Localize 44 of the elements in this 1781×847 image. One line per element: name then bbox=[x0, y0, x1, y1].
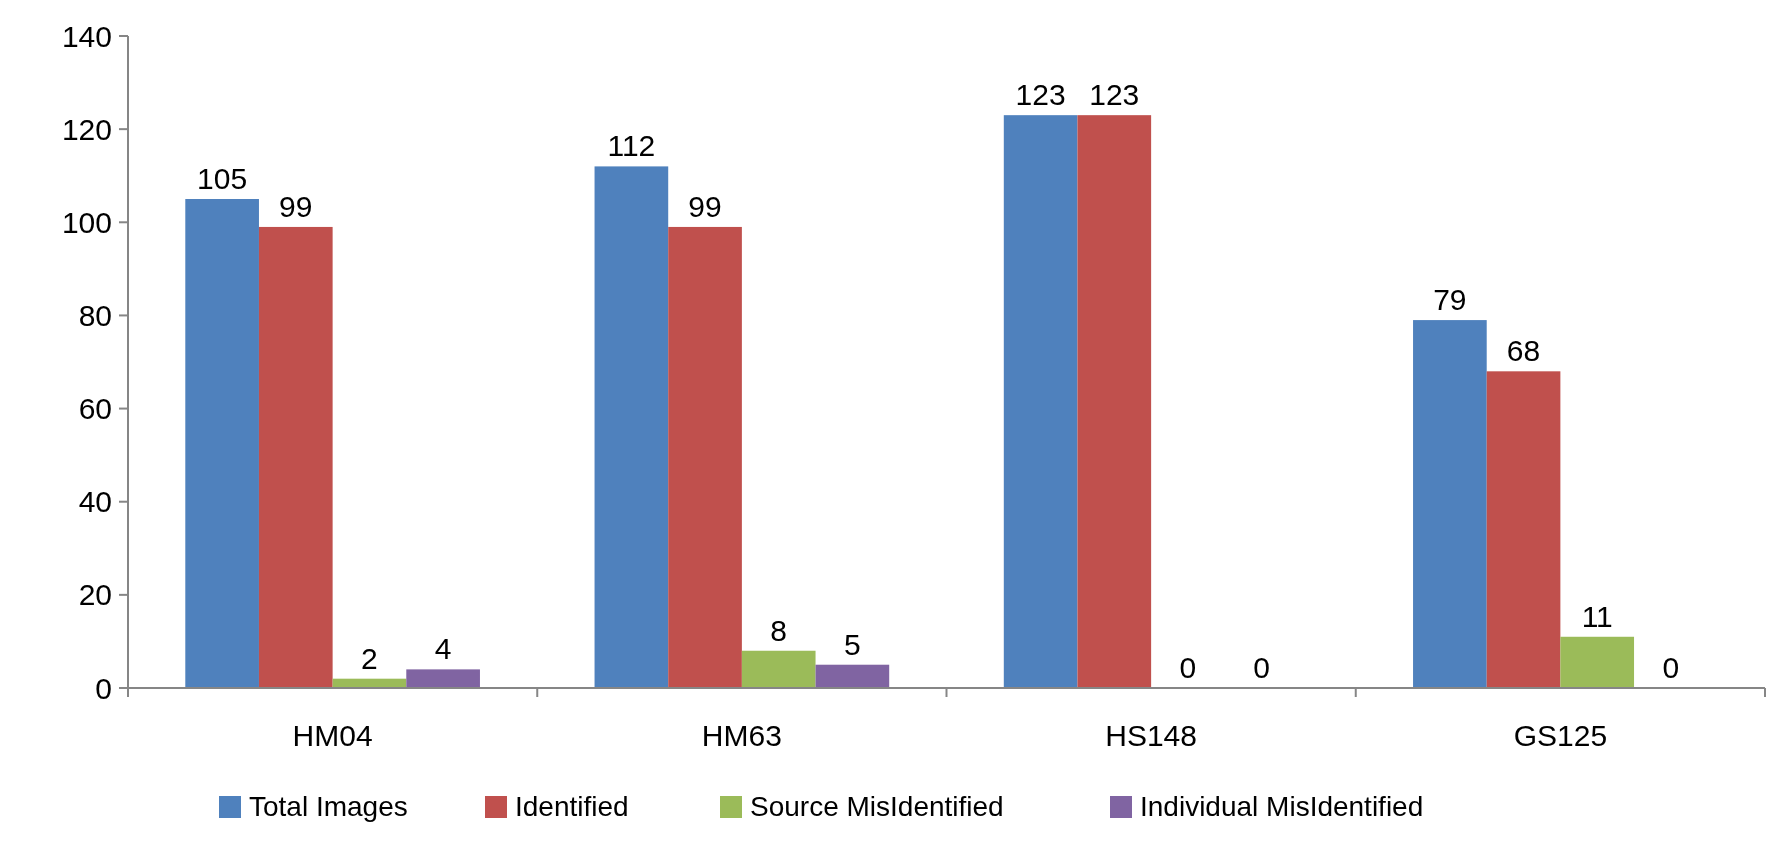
bar bbox=[1413, 320, 1487, 688]
data-label: 0 bbox=[1662, 651, 1680, 684]
y-tick-label: 60 bbox=[78, 392, 112, 426]
y-tick-label: 140 bbox=[61, 19, 112, 53]
data-label: 11 bbox=[1581, 599, 1613, 633]
bar bbox=[594, 166, 669, 688]
data-label: 4 bbox=[434, 632, 452, 666]
data-label: 79 bbox=[1433, 283, 1467, 317]
legend-label: Source MisIdentified bbox=[750, 791, 1004, 822]
bar bbox=[1003, 115, 1078, 688]
y-tick-label: 80 bbox=[78, 298, 112, 332]
x-tick-label: HM04 bbox=[292, 719, 373, 752]
y-tick-label: 20 bbox=[78, 578, 112, 612]
legend-label: Individual MisIdentified bbox=[1140, 791, 1424, 822]
data-label: 99 bbox=[688, 189, 722, 223]
bar bbox=[406, 669, 480, 688]
bar bbox=[741, 650, 816, 688]
bar bbox=[668, 226, 742, 688]
bar bbox=[185, 199, 259, 688]
data-label: 105 bbox=[197, 162, 248, 195]
y-tick-label: 100 bbox=[61, 205, 112, 239]
data-label: 99 bbox=[279, 189, 313, 223]
data-label: 0 bbox=[1179, 651, 1197, 684]
legend-label: Identified bbox=[515, 791, 629, 822]
bar bbox=[258, 226, 333, 688]
data-label: 2 bbox=[361, 641, 378, 675]
bar bbox=[1077, 115, 1152, 688]
bar bbox=[1486, 371, 1561, 688]
legend-label: Total Images bbox=[249, 791, 408, 822]
data-label: 68 bbox=[1506, 334, 1541, 368]
data-label: 0 bbox=[1253, 651, 1270, 684]
x-tick-label: GS125 bbox=[1513, 719, 1608, 752]
x-tick-label: HM63 bbox=[701, 719, 782, 752]
y-tick-label: 120 bbox=[61, 112, 112, 146]
data-label: 112 bbox=[607, 129, 656, 163]
data-label: 5 bbox=[844, 627, 861, 661]
data-label: 8 bbox=[770, 613, 788, 647]
y-tick-label: 40 bbox=[78, 485, 112, 519]
data-label: 123 bbox=[1089, 78, 1140, 112]
y-tick-label: 0 bbox=[95, 671, 112, 705]
data-label: 123 bbox=[1015, 78, 1066, 112]
x-tick-label: HS148 bbox=[1105, 719, 1197, 752]
bar bbox=[1560, 636, 1635, 688]
bar bbox=[815, 664, 890, 688]
